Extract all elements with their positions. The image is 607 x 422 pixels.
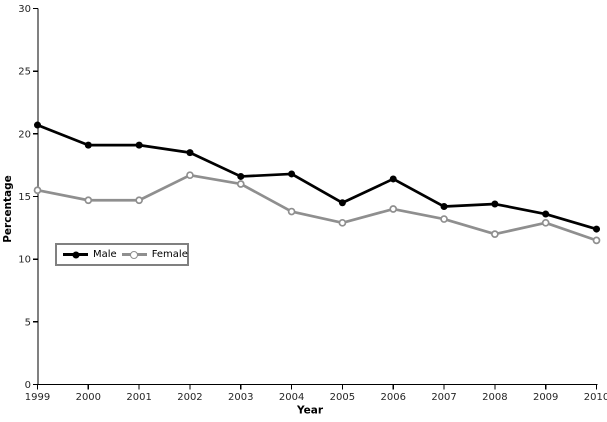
y-axis-title: Percentage — [2, 175, 14, 243]
female-data-point-marker — [236, 180, 245, 188]
male-data-point-marker — [34, 121, 41, 129]
x-tick-label: 2004 — [279, 392, 304, 403]
legend-female-label: Female — [151, 248, 188, 260]
male-data-point-marker — [237, 172, 245, 180]
y-tick-label: 0 — [25, 380, 31, 391]
male-data-point-marker — [389, 175, 397, 183]
female-data-point-marker — [135, 196, 143, 205]
y-tick-label: 30 — [18, 4, 31, 15]
female-data-point-marker — [440, 215, 448, 223]
x-tick-label: 1999 — [25, 392, 50, 403]
x-tick-label: 2008 — [482, 392, 507, 403]
y-tick-label: 25 — [18, 67, 31, 78]
male-series-line — [36, 123, 598, 231]
male-filled-circle-icon — [72, 251, 79, 258]
female-data-point-marker — [389, 205, 398, 213]
male-data-point-marker — [338, 199, 346, 207]
x-axis-title: Year — [296, 405, 324, 417]
legend-male-label: Male — [93, 248, 117, 260]
x-tick-label: 2000 — [76, 392, 101, 403]
male-data-point-marker — [593, 225, 600, 233]
legend-male-swatch — [63, 250, 88, 259]
female-data-point-marker — [491, 230, 499, 238]
male-data-point-marker — [186, 149, 194, 157]
female-series-line — [36, 173, 598, 242]
male-data-point-marker — [440, 203, 448, 211]
female-data-point-marker — [287, 207, 296, 216]
female-data-point-marker — [33, 186, 42, 195]
x-tick-label: 2010 — [584, 392, 607, 403]
y-tick-label: 5 — [25, 317, 31, 328]
female-data-point-marker — [338, 218, 347, 227]
male-data-point-marker — [288, 170, 296, 178]
x-tick-label: 2002 — [177, 392, 202, 403]
female-open-circle-icon — [130, 250, 139, 259]
male-data-point-marker — [491, 200, 499, 208]
x-tick-label: 2006 — [381, 392, 406, 403]
female-data-point-marker — [541, 218, 550, 227]
female-data-point-marker — [84, 196, 93, 205]
legend-female-swatch — [121, 250, 147, 259]
legend: Male Female — [55, 243, 189, 266]
y-tick-label: 20 — [18, 129, 31, 140]
x-tick-label: 2005 — [330, 392, 355, 403]
x-tick-label: 2003 — [228, 392, 253, 403]
female-data-point-marker — [592, 236, 601, 245]
male-data-point-marker — [542, 210, 550, 218]
y-tick-label: 10 — [18, 255, 31, 266]
x-tick-label: 2001 — [126, 392, 151, 403]
male-data-point-marker — [84, 141, 92, 149]
x-tick-label: 2007 — [431, 392, 456, 403]
female-data-point-marker — [186, 171, 194, 180]
male-data-point-marker — [135, 141, 143, 149]
y-tick-label: 15 — [18, 192, 31, 203]
x-tick-label: 2009 — [533, 392, 558, 403]
